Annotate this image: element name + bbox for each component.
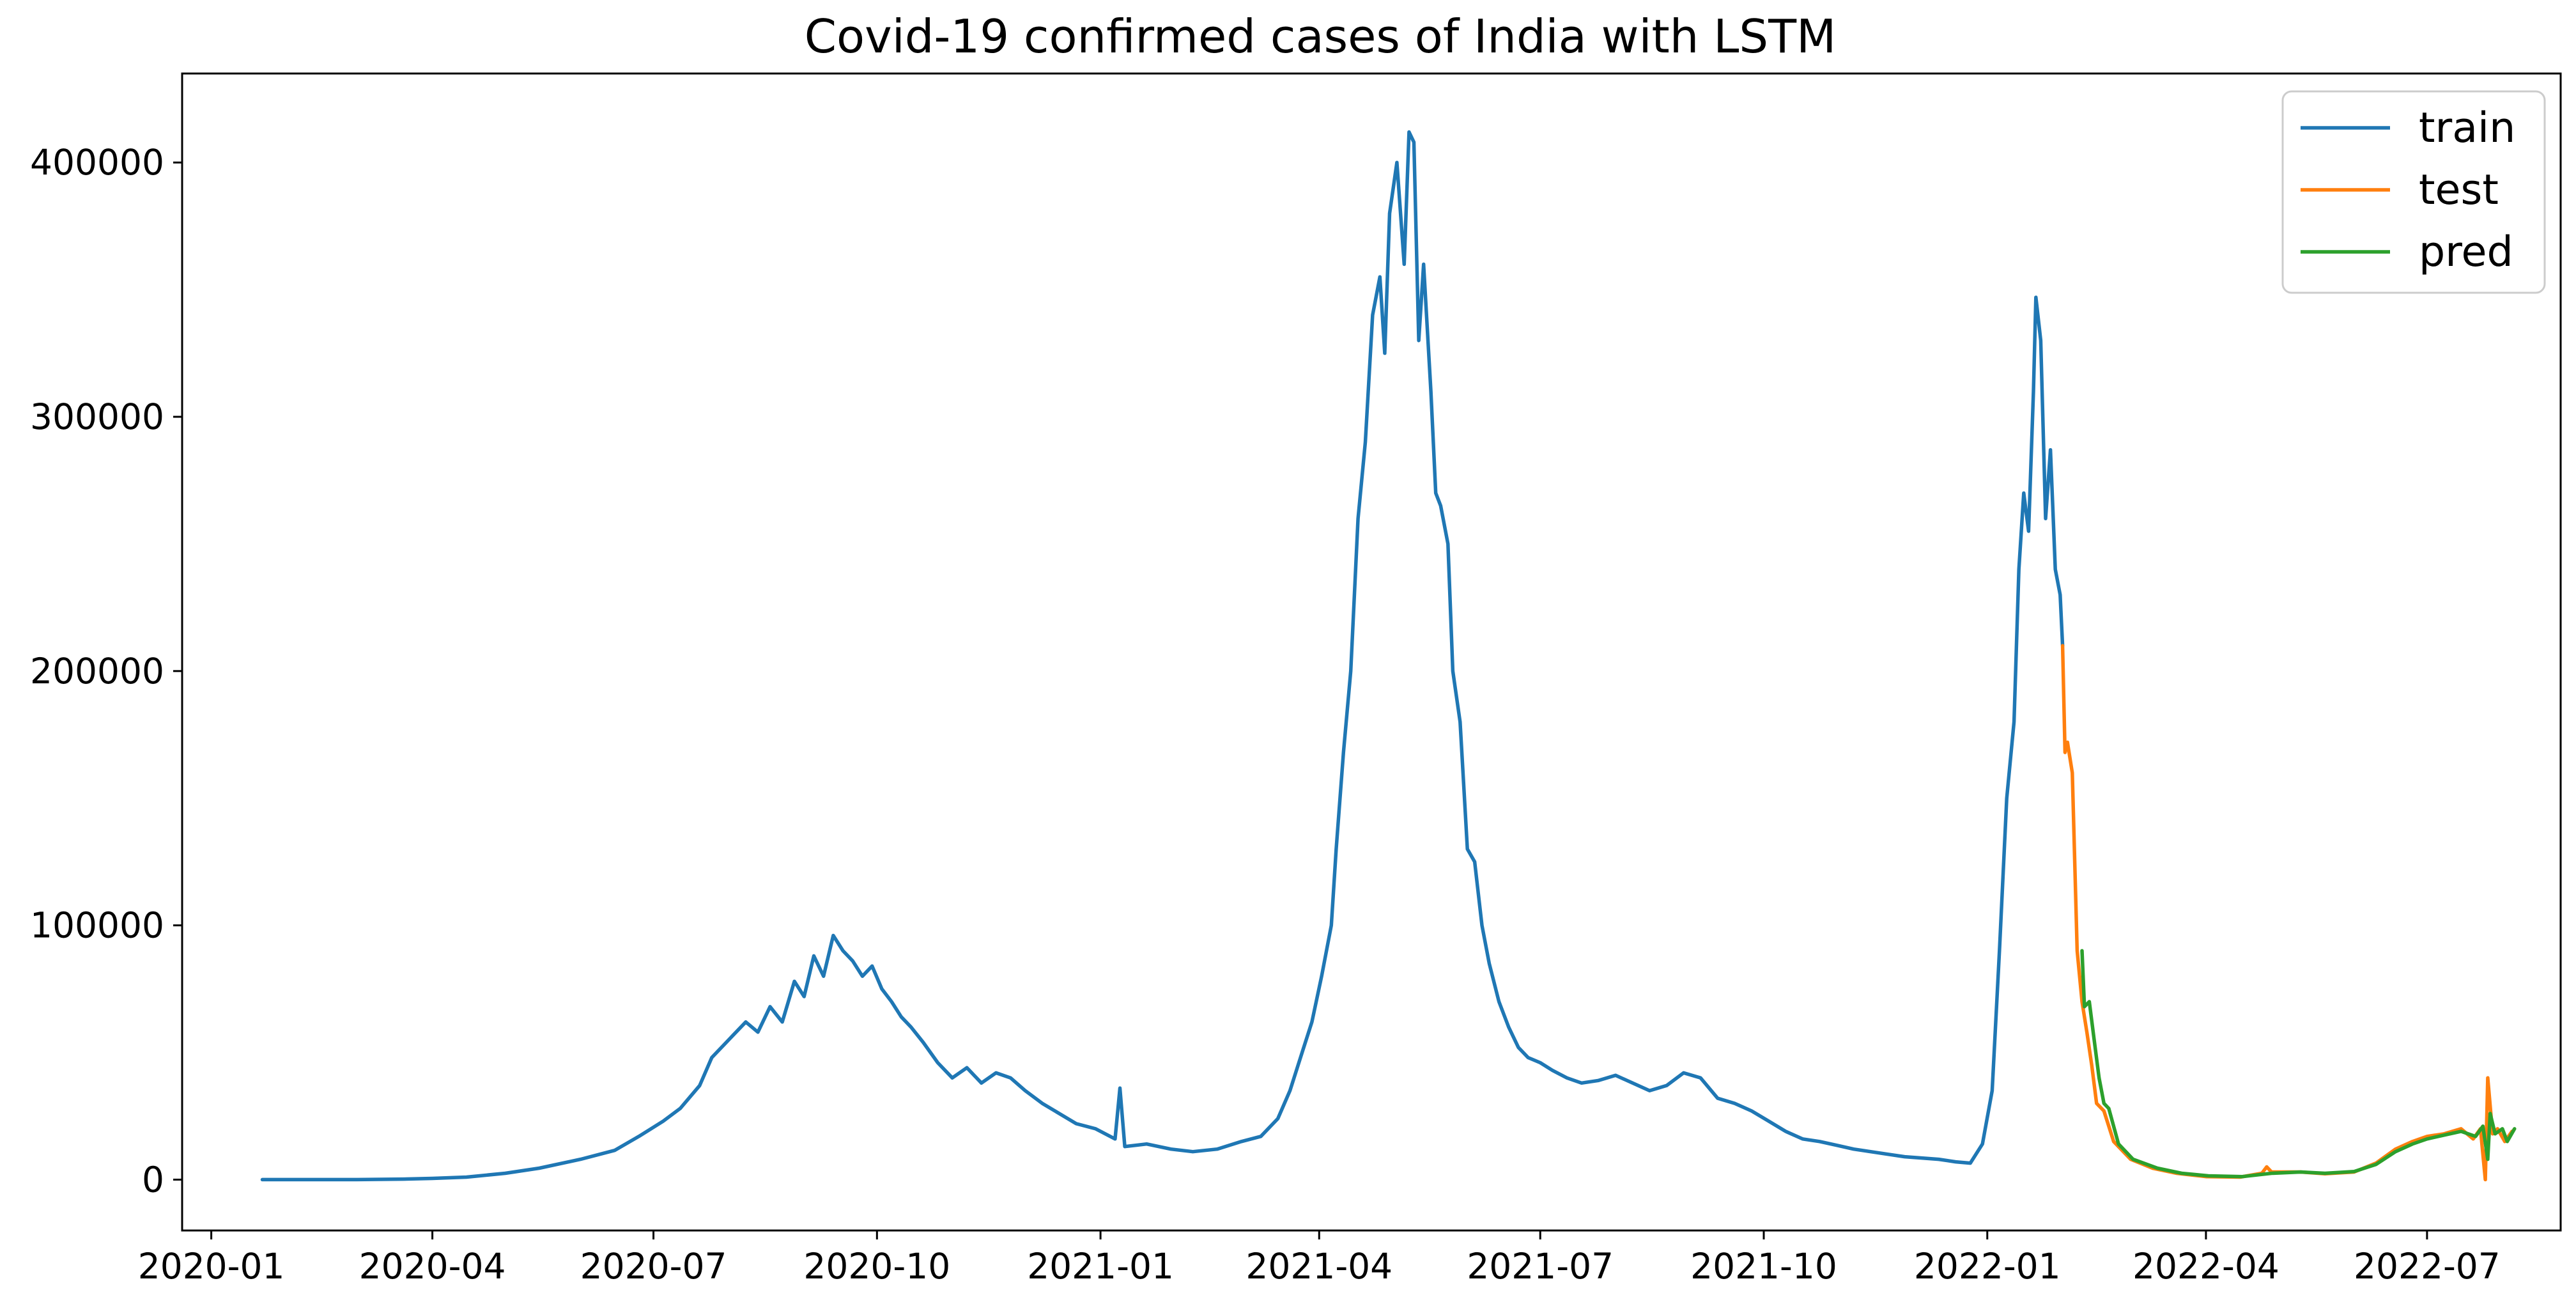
legend-label-train: train	[2419, 104, 2515, 152]
legend: train test pred	[2281, 90, 2546, 294]
x-tick-label: 2022-04	[2133, 1246, 2279, 1287]
chart-title: Covid-19 confirmed cases of India with L…	[805, 10, 1836, 63]
y-tick-label: 200000	[30, 651, 164, 692]
legend-box	[2281, 90, 2546, 294]
y-axis: 0 100000 200000 300000 400000	[30, 142, 182, 1200]
y-tick-label: 100000	[30, 905, 164, 946]
series-layer	[260, 130, 2517, 1182]
x-axis: 2020-01 2020-04 2020-07 2020-10 2021-01 2021-…	[138, 1230, 2501, 1287]
x-tick-label: 2020-04	[359, 1246, 506, 1287]
x-tick-label: 2022-01	[1914, 1246, 2061, 1287]
x-tick-label: 2020-10	[803, 1246, 950, 1287]
x-tick-label: 2021-07	[1467, 1246, 1614, 1287]
series-line-pred	[2080, 949, 2517, 1179]
x-tick-label: 2021-04	[1246, 1246, 1392, 1287]
x-tick-label: 2021-10	[1690, 1246, 1837, 1287]
series-line-test	[2060, 644, 2514, 1182]
legend-label-test: test	[2419, 166, 2499, 214]
x-tick-label: 2020-07	[580, 1246, 727, 1287]
y-tick-label: 0	[142, 1159, 164, 1200]
y-tick-label: 300000	[30, 396, 164, 437]
y-tick-label: 400000	[30, 142, 164, 183]
plot-area-frame	[181, 72, 2562, 1232]
x-tick-label: 2021-01	[1027, 1246, 1174, 1287]
x-tick-label: 2022-07	[2354, 1246, 2501, 1287]
legend-label-pred: pred	[2419, 228, 2513, 276]
series-line-train	[260, 130, 2065, 1182]
x-tick-label: 2020-01	[138, 1246, 285, 1287]
